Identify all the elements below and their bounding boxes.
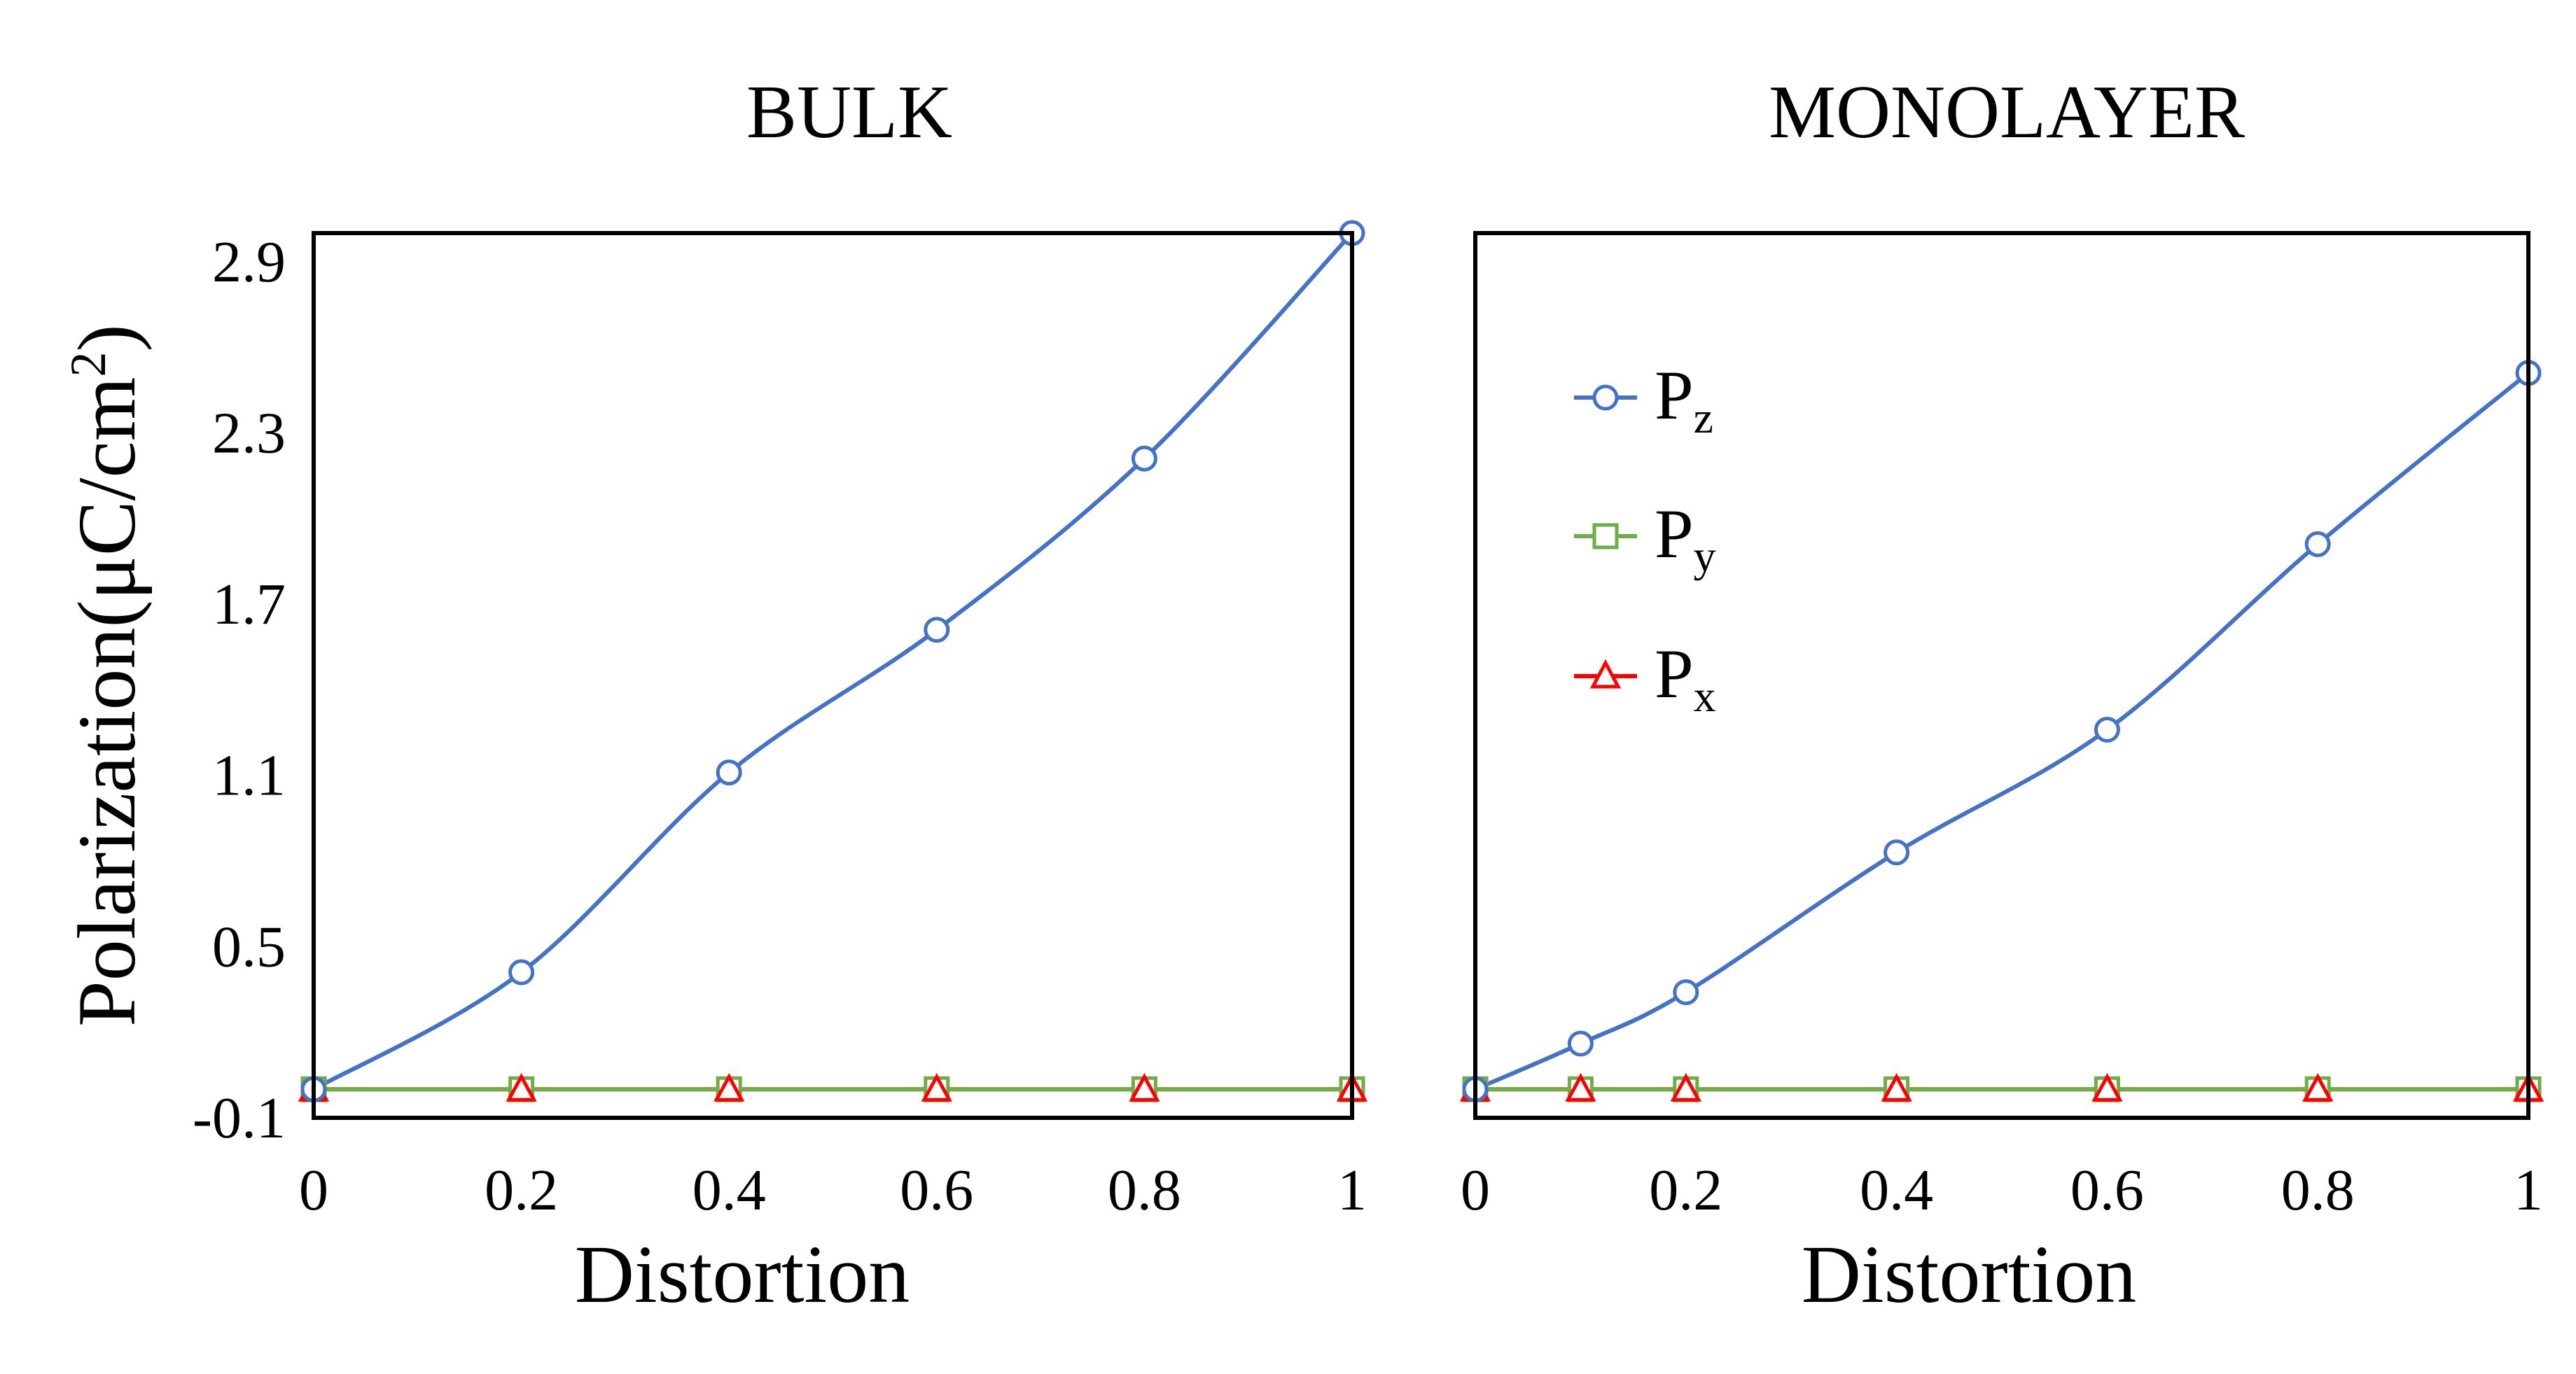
monolayer-x-tick-label: 1 [2514, 1158, 2543, 1223]
legend-label-px-main: P [1655, 635, 1694, 713]
bulk-point-px [1129, 1073, 1160, 1102]
bulk-y-axis-title: Polarization(μC/cm2) [60, 324, 153, 1027]
bulk-y-tick-label: 2.9 [212, 230, 286, 295]
bulk-series-line-pz [312, 231, 1354, 1091]
legend-label-py-subscript: y [1694, 531, 1716, 581]
bulk-point-pz [1131, 445, 1157, 472]
monolayer-point-pz [2304, 531, 2331, 557]
monolayer-point-px [1565, 1073, 1596, 1102]
legend-entry-py: Py [1574, 495, 1716, 581]
bulk-y-tick-label: 0.5 [212, 914, 286, 979]
monolayer-x-axis-title: Distortion [1802, 1228, 2137, 1320]
legend: Pz Py Px [1574, 356, 1716, 721]
legend-label-py-main: P [1655, 495, 1694, 573]
monolayer-x-tick-label: 0.8 [2281, 1158, 2355, 1223]
legend-marker-px [1589, 659, 1622, 689]
monolayer-series-line-pz [1474, 371, 2530, 1091]
legend-entry-pz: Pz [1574, 356, 1713, 442]
bulk-x-tick-label: 0.6 [900, 1158, 973, 1223]
bulk-point-px [713, 1073, 745, 1102]
monolayer-plot-frame [1473, 231, 2530, 1120]
bulk-x-tick-label: 1 [1337, 1158, 1367, 1223]
monolayer-x-tick-label: 0.2 [1649, 1158, 1722, 1223]
legend-label-pz: Pz [1655, 356, 1713, 442]
monolayer-point-px [1670, 1073, 1702, 1102]
bulk-panel: BULK 0 0.2 0.4 0.6 0.8 1 -0.1 0.5 1.1 1.7 2.3 2.9 D… [60, 71, 1368, 1320]
bulk-point-pz [508, 959, 535, 986]
bulk-x-axis-title: Distortion [575, 1228, 910, 1320]
bulk-x-tick-label: 0.4 [692, 1158, 766, 1223]
y-axis-title-main: Polarization(μC/cm [61, 377, 153, 1026]
bulk-x-tick-label: 0.2 [485, 1158, 558, 1223]
bulk-y-tick-label: -0.1 [193, 1086, 286, 1151]
bulk-point-pz [924, 617, 950, 643]
monolayer-x-tick-label: 0.6 [2070, 1158, 2144, 1223]
bulk-point-px [921, 1073, 953, 1102]
bulk-y-tick-label: 1.7 [212, 572, 286, 637]
monolayer-tick-labels: 0 0.2 0.4 0.6 0.8 1 [1461, 1158, 2543, 1223]
legend-label-px-subscript: x [1694, 671, 1716, 721]
monolayer-x-tick-label: 0.4 [1860, 1158, 1933, 1223]
bulk-series [298, 220, 1368, 1102]
monolayer-point-px [2302, 1073, 2334, 1102]
bulk-x-tick-label: 0 [299, 1158, 328, 1223]
monolayer-panel: MONOLAYER 0 0.2 0.4 0.6 0.8 1 Distortion Pz P… [1459, 71, 2544, 1320]
monolayer-point-pz [1567, 1030, 1594, 1057]
legend-label-px: Px [1655, 635, 1716, 721]
bulk-tick-labels: 0 0.2 0.4 0.6 0.8 1 -0.1 0.5 1.1 1.7 2.3 2.9 [193, 230, 1367, 1223]
legend-label-pz-subscript: z [1694, 393, 1713, 442]
monolayer-point-pz [2094, 716, 2120, 743]
monolayer-panel-title: MONOLAYER [1769, 71, 2245, 154]
legend-label-pz-main: P [1655, 356, 1694, 434]
bulk-point-pz [716, 759, 742, 786]
monolayer-series [1459, 360, 2544, 1102]
monolayer-x-tick-label: 0 [1461, 1158, 1490, 1223]
monolayer-point-pz [1673, 979, 1699, 1006]
y-axis-title-close: ) [61, 324, 153, 351]
monolayer-point-pz [1884, 839, 1910, 866]
legend-marker-pz [1592, 384, 1619, 411]
legend-entry-px: Px [1574, 635, 1716, 721]
bulk-point-px [506, 1073, 537, 1102]
bulk-x-tick-label: 0.8 [1108, 1158, 1181, 1223]
bulk-panel-title: BULK [746, 71, 952, 154]
y-axis-title-superscript: 2 [60, 351, 116, 377]
monolayer-point-px [1881, 1073, 1912, 1102]
monolayer-point-px [2091, 1073, 2123, 1102]
bulk-plot-frame [312, 231, 1354, 1120]
bulk-y-tick-label: 1.1 [212, 743, 286, 808]
legend-label-py: Py [1655, 495, 1716, 581]
legend-marker-py [1592, 523, 1619, 549]
bulk-y-tick-label: 2.3 [212, 400, 286, 465]
